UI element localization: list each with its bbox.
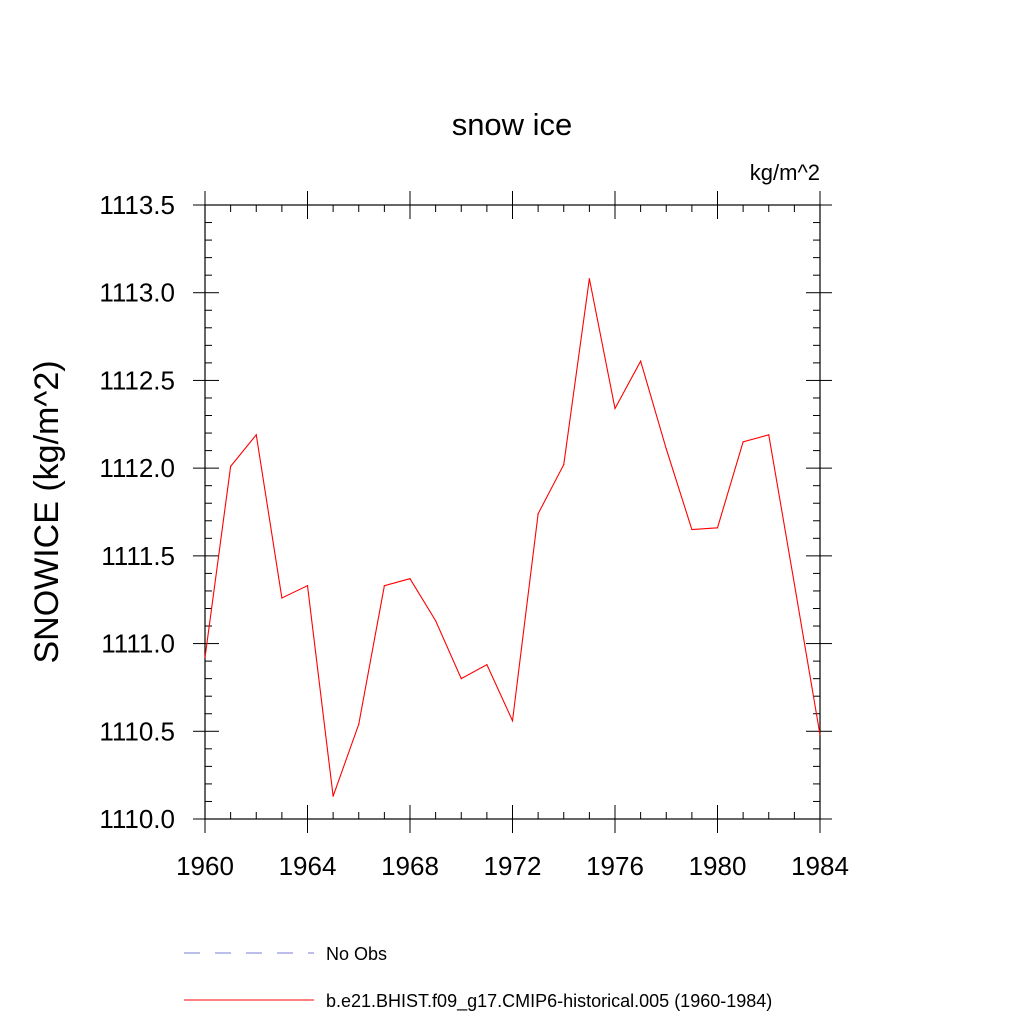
data-point (230, 465, 232, 467)
data-point (511, 720, 514, 722)
data-point (614, 407, 616, 410)
y-axis-label: SNOWICE (kg/m^2) (28, 360, 66, 663)
data-point (563, 464, 565, 466)
y-tick-label: 1110.5 (99, 716, 175, 746)
axes-layer: 1960 1964 1968 1972 1976 1980 1984 1110.0 1110.5… (99, 190, 849, 881)
data-point (537, 513, 539, 515)
data-point (332, 795, 334, 797)
data-point (716, 527, 719, 529)
data-point (691, 528, 693, 531)
data-point (460, 678, 462, 680)
y-tick-label: 1113.5 (99, 190, 175, 220)
data-point (358, 723, 360, 725)
data-point (486, 664, 488, 666)
legend: No Obs b.e21.BHIST.f09_g17.CMIP6-historic… (184, 944, 772, 1012)
data-point (819, 734, 821, 736)
y-tick-label: 1110.0 (99, 804, 175, 834)
y-tick-label: 1113.0 (99, 278, 175, 308)
legend-label: b.e21.BHIST.f09_g17.CMIP6-historical.005… (326, 991, 772, 1012)
data-point (640, 360, 642, 362)
x-tick-label: 1964 (279, 851, 337, 881)
y-tick-label: 1111.5 (101, 541, 175, 571)
plot-frame (204, 204, 821, 820)
data-point (665, 448, 667, 450)
data-point (281, 597, 283, 599)
data-point (793, 583, 795, 585)
units-label: kg/m^2 (750, 160, 820, 185)
legend-label: No Obs (326, 944, 387, 964)
chart-title: snow ice (452, 107, 573, 142)
data-point (742, 441, 744, 443)
y-tick-label: 1112.0 (99, 453, 175, 483)
data-point (588, 278, 590, 280)
x-tick-label: 1984 (791, 851, 849, 881)
y-tick-label: 1112.5 (99, 365, 175, 395)
data-point (255, 434, 257, 436)
data-point (383, 585, 385, 587)
x-tick-label: 1960 (176, 851, 234, 881)
x-tick-label: 1972 (484, 851, 542, 881)
data-point (435, 620, 437, 622)
x-tick-label: 1976 (586, 851, 644, 881)
series-line (204, 278, 821, 797)
x-tick-label: 1980 (689, 851, 747, 881)
data-point (768, 434, 770, 436)
data-point (204, 657, 206, 659)
x-tick-label: 1968 (381, 851, 439, 881)
data-point (409, 578, 411, 580)
series-layer (204, 278, 821, 797)
y-tick-label: 1111.0 (101, 629, 175, 659)
data-point (306, 585, 309, 587)
